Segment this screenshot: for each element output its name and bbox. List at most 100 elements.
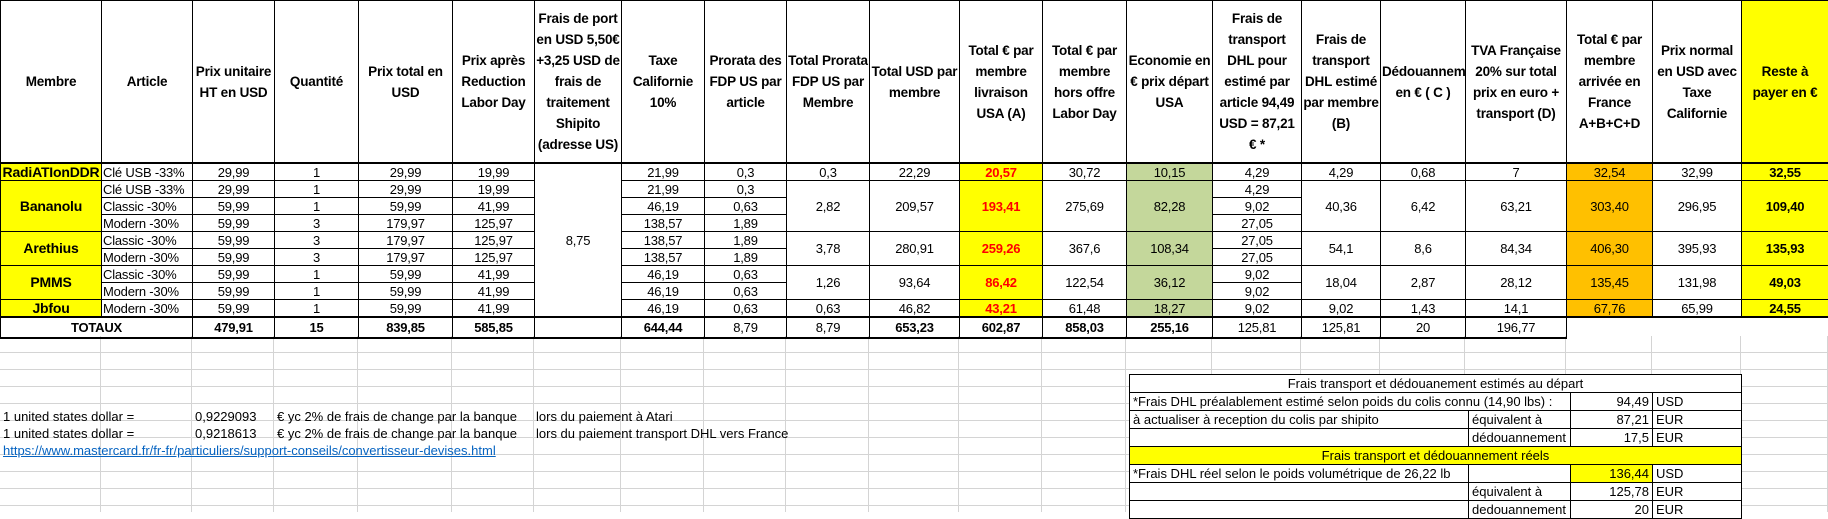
dhl-membre[interactable]: 9,02 <box>1302 300 1381 318</box>
header-quantite[interactable]: Quantité <box>275 1 359 164</box>
dhl-article[interactable]: 27,05 <box>1213 232 1302 249</box>
prix-normal[interactable]: 296,95 <box>1653 181 1742 232</box>
prix-normal[interactable]: 395,93 <box>1653 232 1742 266</box>
hors-offre[interactable]: 30,72 <box>1043 163 1127 181</box>
dhl-membre[interactable]: 18,04 <box>1302 266 1381 300</box>
quantite[interactable]: 3 <box>275 232 359 249</box>
total-taxe[interactable]: 644,44 <box>622 317 705 338</box>
header-taxe[interactable]: Taxe Californie 10% <box>622 1 705 164</box>
estimated-customs[interactable]: 17,5 <box>1570 429 1652 446</box>
taxe[interactable]: 138,57 <box>622 215 705 232</box>
taxe[interactable]: 46,19 <box>622 283 705 300</box>
quantite[interactable]: 3 <box>275 215 359 232</box>
quantite[interactable]: 1 <box>275 181 359 198</box>
prix-total[interactable]: 179,97 <box>359 215 453 232</box>
member-name[interactable]: Bananolu <box>1 181 102 232</box>
prix-total[interactable]: 59,99 <box>359 283 453 300</box>
article[interactable]: Modern -30% <box>102 215 193 232</box>
prix-unitaire[interactable]: 59,99 <box>193 266 275 283</box>
economie[interactable]: 18,27 <box>1127 300 1213 318</box>
dhl-article[interactable]: 9,02 <box>1213 198 1302 215</box>
header-tva[interactable]: TVA Française 20% sur total prix en euro… <box>1466 1 1567 164</box>
prorata[interactable]: 0,63 <box>705 198 787 215</box>
prix-normal[interactable]: 32,99 <box>1653 163 1742 181</box>
hors-offre[interactable]: 122,54 <box>1043 266 1127 300</box>
header-dhl-article[interactable]: Frais de transport DHL pour estimé par a… <box>1213 1 1302 164</box>
header-economie[interactable]: Economie en € prix départ USA <box>1127 1 1213 164</box>
header-dhl-membre[interactable]: Frais de transport DHL estimé par membre… <box>1302 1 1381 164</box>
total-prorata[interactable]: 1,26 <box>787 266 870 300</box>
prix-apres[interactable]: 125,97 <box>453 249 535 266</box>
hors-offre[interactable]: 275,69 <box>1043 181 1127 232</box>
total-arrivee[interactable]: 303,40 <box>1567 181 1653 232</box>
tva[interactable]: 63,21 <box>1466 181 1567 232</box>
prorata[interactable]: 0,63 <box>705 300 787 318</box>
prix-apres[interactable]: 41,99 <box>453 266 535 283</box>
empty-cell[interactable] <box>1653 317 1742 338</box>
total-arrivee[interactable]: 406,30 <box>1567 232 1653 266</box>
article[interactable]: Classic -30% <box>102 266 193 283</box>
total-arrivee[interactable]: 135,45 <box>1567 266 1653 300</box>
article[interactable]: Modern -30% <box>102 300 193 318</box>
article[interactable]: Clé USB -33% <box>102 181 193 198</box>
prix-unitaire[interactable]: 59,99 <box>193 198 275 215</box>
prix-unitaire[interactable]: 59,99 <box>193 249 275 266</box>
total-prix_total[interactable]: 839,85 <box>359 317 453 338</box>
totals-label[interactable]: TOTAUX <box>1 317 193 338</box>
total-prix_unitaire[interactable]: 479,91 <box>193 317 275 338</box>
taxe[interactable]: 46,19 <box>622 300 705 318</box>
prix-apres[interactable]: 19,99 <box>453 181 535 198</box>
prix-total[interactable]: 59,99 <box>359 198 453 215</box>
header-membre[interactable]: Membre <box>1 1 102 164</box>
header-hors-offre[interactable]: Total € par membre hors offre Labor Day <box>1043 1 1127 164</box>
total-prorata[interactable]: 8,79 <box>705 317 787 338</box>
total-usd[interactable]: 22,29 <box>870 163 960 181</box>
total-arrivee[interactable]: 67,76 <box>1567 300 1653 318</box>
prorata[interactable]: 0,63 <box>705 266 787 283</box>
hors-offre[interactable]: 61,48 <box>1043 300 1127 318</box>
prix-apres[interactable]: 41,99 <box>453 300 535 318</box>
dedouanement[interactable]: 0,68 <box>1381 163 1466 181</box>
quantite[interactable]: 1 <box>275 283 359 300</box>
header-total-usd[interactable]: Total USD par membre <box>870 1 960 164</box>
prorata[interactable]: 1,89 <box>705 249 787 266</box>
header-total-arrivee[interactable]: Total € par membre arrivée en France A+B… <box>1567 1 1653 164</box>
total-a[interactable]: 259,26 <box>960 232 1043 266</box>
taxe[interactable]: 138,57 <box>622 249 705 266</box>
header-article[interactable]: Article <box>102 1 193 164</box>
total-a[interactable]: 20,57 <box>960 163 1043 181</box>
header-total-prorata[interactable]: Total Prorata FDP US par Membre <box>787 1 870 164</box>
prix-apres[interactable]: 41,99 <box>453 283 535 300</box>
prix-unitaire[interactable]: 59,99 <box>193 283 275 300</box>
dhl-membre[interactable]: 4,29 <box>1302 163 1381 181</box>
prix-apres[interactable]: 41,99 <box>453 198 535 215</box>
dedouanement[interactable]: 8,6 <box>1381 232 1466 266</box>
article[interactable]: Modern -30% <box>102 249 193 266</box>
dhl-article[interactable]: 9,02 <box>1213 266 1302 283</box>
dhl-article[interactable]: 9,02 <box>1213 283 1302 300</box>
total-quantite[interactable]: 15 <box>275 317 359 338</box>
header-prix-normal[interactable]: Prix normal en USD avec Taxe Californie <box>1653 1 1742 164</box>
prix-total[interactable]: 29,99 <box>359 163 453 181</box>
header-prix-apres[interactable]: Prix après Reduction Labor Day <box>453 1 535 164</box>
prix-unitaire[interactable]: 29,99 <box>193 181 275 198</box>
economie[interactable]: 82,28 <box>1127 181 1213 232</box>
prorata[interactable]: 1,89 <box>705 232 787 249</box>
dhl-article[interactable]: 4,29 <box>1213 163 1302 181</box>
real-customs[interactable]: 20 <box>1570 501 1652 518</box>
dedouanement[interactable]: 1,43 <box>1381 300 1466 318</box>
total-prix_apres[interactable]: 585,85 <box>453 317 535 338</box>
estimated-dhl-usd[interactable]: 94,49 <box>1570 393 1652 410</box>
member-name[interactable]: RadiATIonDDR <box>1 163 102 181</box>
quantite[interactable]: 1 <box>275 163 359 181</box>
reste[interactable]: 109,40 <box>1742 181 1828 232</box>
dhl-article[interactable]: 27,05 <box>1213 215 1302 232</box>
prorata[interactable]: 0,3 <box>705 163 787 181</box>
dhl-article[interactable]: 4,29 <box>1213 181 1302 198</box>
total-a[interactable]: 86,42 <box>960 266 1043 300</box>
prix-total[interactable]: 29,99 <box>359 181 453 198</box>
empty-cell[interactable] <box>1742 317 1828 338</box>
total-hors_offre[interactable]: 858,03 <box>1043 317 1127 338</box>
header-frais-port[interactable]: Frais de port en USD 5,50€ +3,25 USD de … <box>535 1 622 164</box>
tva[interactable]: 84,34 <box>1466 232 1567 266</box>
